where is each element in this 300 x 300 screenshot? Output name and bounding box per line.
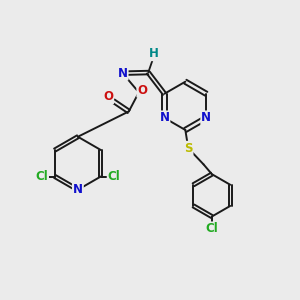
Text: H: H xyxy=(148,47,158,60)
Text: O: O xyxy=(137,84,147,97)
Text: S: S xyxy=(184,142,193,155)
Text: O: O xyxy=(103,90,113,103)
Text: N: N xyxy=(73,183,83,196)
Text: N: N xyxy=(159,111,170,124)
Text: Cl: Cl xyxy=(206,222,218,236)
Text: Cl: Cl xyxy=(108,170,120,183)
Text: N: N xyxy=(201,111,211,124)
Text: Cl: Cl xyxy=(35,170,48,183)
Text: N: N xyxy=(118,67,128,80)
